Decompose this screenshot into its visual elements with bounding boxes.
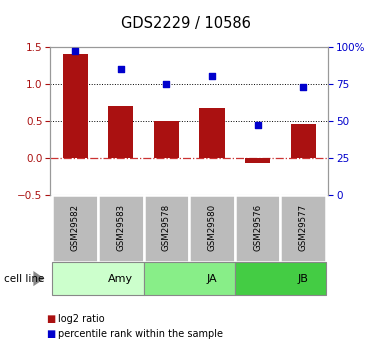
- Text: GSM29582: GSM29582: [70, 204, 80, 251]
- Text: ■: ■: [46, 329, 56, 338]
- Text: GDS2229 / 10586: GDS2229 / 10586: [121, 16, 250, 30]
- Text: cell line: cell line: [4, 274, 44, 284]
- Point: [255, 122, 260, 128]
- Bar: [63, 54, 88, 158]
- Text: GSM29576: GSM29576: [253, 204, 262, 251]
- Text: log2 ratio: log2 ratio: [58, 314, 104, 324]
- Text: GSM29578: GSM29578: [162, 204, 171, 251]
- Polygon shape: [33, 271, 45, 286]
- Text: percentile rank within the sample: percentile rank within the sample: [58, 329, 223, 338]
- Text: GSM29583: GSM29583: [116, 204, 125, 251]
- Text: JA: JA: [207, 274, 217, 284]
- Bar: [235, 262, 326, 295]
- Bar: [98, 195, 144, 262]
- Point: [300, 84, 306, 89]
- Bar: [189, 195, 235, 262]
- Bar: [200, 108, 224, 158]
- Bar: [144, 262, 235, 295]
- Point: [118, 66, 124, 71]
- Bar: [235, 195, 280, 262]
- Point: [164, 81, 170, 87]
- Bar: [144, 195, 189, 262]
- Text: GSM29577: GSM29577: [299, 204, 308, 251]
- Bar: [52, 262, 144, 295]
- Point: [72, 48, 78, 54]
- Text: JB: JB: [298, 274, 309, 284]
- Bar: [280, 195, 326, 262]
- Bar: [52, 195, 98, 262]
- Bar: [154, 121, 179, 158]
- Text: ■: ■: [46, 314, 56, 324]
- Point: [209, 73, 215, 79]
- Bar: [108, 106, 133, 158]
- Bar: [291, 125, 316, 158]
- Bar: [245, 158, 270, 163]
- Text: GSM29580: GSM29580: [207, 204, 217, 251]
- Text: Amy: Amy: [108, 274, 133, 284]
